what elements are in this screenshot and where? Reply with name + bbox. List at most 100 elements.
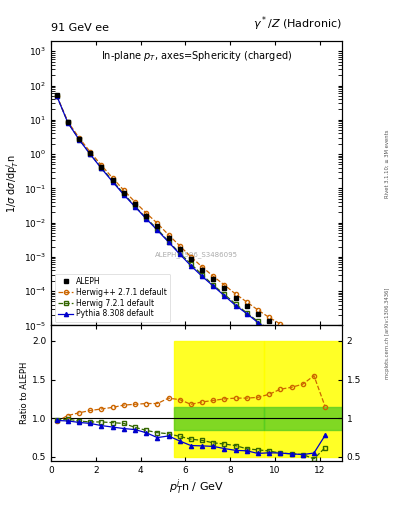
Herwig 7.2.1 default — [177, 250, 182, 256]
Herwig 7.2.1 default — [54, 93, 59, 99]
Pythia 8.308 default — [300, 349, 305, 355]
ALEPH — [244, 303, 249, 309]
ALEPH — [54, 92, 59, 98]
ALEPH — [267, 318, 272, 325]
Herwig++ 2.7.1 default — [278, 321, 283, 327]
ALEPH — [110, 177, 115, 183]
Herwig++ 2.7.1 default — [155, 220, 160, 226]
ALEPH — [99, 164, 104, 170]
Herwig 7.2.1 default — [211, 282, 216, 288]
Herwig 7.2.1 default — [289, 342, 294, 348]
Line: Herwig 7.2.1 default: Herwig 7.2.1 default — [55, 94, 327, 370]
Pythia 8.308 default — [99, 165, 104, 172]
ALEPH — [312, 346, 316, 352]
ALEPH — [121, 189, 126, 196]
ALEPH — [211, 276, 216, 283]
Herwig++ 2.7.1 default — [189, 254, 193, 260]
Bar — [174, 407, 264, 430]
Text: ALEPH_1996_S3486095: ALEPH_1996_S3486095 — [155, 251, 238, 258]
Line: Pythia 8.308 default: Pythia 8.308 default — [55, 94, 327, 367]
ALEPH — [222, 285, 227, 291]
Herwig++ 2.7.1 default — [233, 291, 238, 297]
Herwig 7.2.1 default — [88, 151, 93, 157]
Herwig++ 2.7.1 default — [211, 273, 216, 280]
Herwig 7.2.1 default — [256, 318, 261, 325]
Pythia 8.308 default — [189, 263, 193, 269]
Herwig 7.2.1 default — [66, 119, 70, 125]
Herwig++ 2.7.1 default — [132, 199, 137, 205]
Herwig++ 2.7.1 default — [312, 340, 316, 346]
Text: $\gamma^*/Z$ (Hadronic): $\gamma^*/Z$ (Hadronic) — [253, 15, 342, 33]
Pythia 8.308 default — [289, 342, 294, 348]
Herwig++ 2.7.1 default — [177, 243, 182, 249]
X-axis label: $p_T^i$n / GeV: $p_T^i$n / GeV — [169, 477, 224, 497]
Herwig 7.2.1 default — [77, 136, 81, 142]
ALEPH — [289, 333, 294, 339]
Herwig++ 2.7.1 default — [256, 307, 261, 313]
Herwig++ 2.7.1 default — [200, 264, 204, 270]
Pythia 8.308 default — [66, 120, 70, 126]
ALEPH — [155, 223, 160, 229]
Y-axis label: 1/$\sigma$ d$\sigma$/dp$_T^i$n: 1/$\sigma$ d$\sigma$/dp$_T^i$n — [4, 154, 21, 212]
Herwig 7.2.1 default — [132, 203, 137, 209]
ALEPH — [177, 246, 182, 252]
Line: Herwig++ 2.7.1 default: Herwig++ 2.7.1 default — [55, 94, 327, 350]
Herwig 7.2.1 default — [144, 215, 149, 221]
Pythia 8.308 default — [222, 293, 227, 299]
Herwig 7.2.1 default — [189, 261, 193, 267]
Herwig 7.2.1 default — [312, 357, 316, 364]
Pythia 8.308 default — [155, 227, 160, 233]
Y-axis label: Ratio to ALEPH: Ratio to ALEPH — [20, 362, 29, 424]
Pythia 8.308 default — [267, 327, 272, 333]
Pythia 8.308 default — [132, 204, 137, 210]
Bar — [264, 407, 342, 430]
Herwig++ 2.7.1 default — [244, 299, 249, 305]
Pythia 8.308 default — [256, 319, 261, 326]
Line: ALEPH: ALEPH — [55, 93, 327, 357]
Herwig 7.2.1 default — [300, 349, 305, 355]
Pythia 8.308 default — [200, 273, 204, 280]
Herwig++ 2.7.1 default — [110, 175, 115, 181]
Pythia 8.308 default — [233, 303, 238, 309]
Text: 91 GeV ee: 91 GeV ee — [51, 23, 109, 33]
ALEPH — [144, 212, 149, 219]
Herwig++ 2.7.1 default — [88, 149, 93, 155]
Pythia 8.308 default — [166, 239, 171, 245]
Herwig++ 2.7.1 default — [121, 187, 126, 194]
Herwig 7.2.1 default — [99, 165, 104, 171]
Herwig++ 2.7.1 default — [166, 232, 171, 238]
Herwig++ 2.7.1 default — [99, 162, 104, 168]
Herwig++ 2.7.1 default — [144, 210, 149, 216]
Herwig++ 2.7.1 default — [300, 334, 305, 340]
ALEPH — [200, 267, 204, 273]
Herwig 7.2.1 default — [267, 327, 272, 333]
ALEPH — [189, 256, 193, 262]
ALEPH — [77, 136, 81, 142]
ALEPH — [166, 235, 171, 241]
Herwig 7.2.1 default — [278, 334, 283, 340]
Pythia 8.308 default — [144, 216, 149, 222]
Pythia 8.308 default — [110, 179, 115, 185]
Herwig++ 2.7.1 default — [323, 345, 327, 351]
Text: In-plane $p_T$, axes=Sphericity (charged): In-plane $p_T$, axes=Sphericity (charged… — [101, 50, 292, 63]
Text: Rivet 3.1.10; ≥ 3M events: Rivet 3.1.10; ≥ 3M events — [385, 130, 390, 198]
Pythia 8.308 default — [323, 361, 327, 368]
Legend: ALEPH, Herwig++ 2.7.1 default, Herwig 7.2.1 default, Pythia 8.308 default: ALEPH, Herwig++ 2.7.1 default, Herwig 7.… — [55, 274, 170, 322]
Herwig++ 2.7.1 default — [54, 93, 59, 99]
Pythia 8.308 default — [244, 311, 249, 317]
ALEPH — [300, 339, 305, 346]
Bar — [264, 341, 342, 457]
Pythia 8.308 default — [177, 251, 182, 257]
Herwig 7.2.1 default — [323, 365, 327, 371]
Pythia 8.308 default — [77, 137, 81, 143]
Pythia 8.308 default — [278, 334, 283, 340]
ALEPH — [256, 311, 261, 317]
ALEPH — [132, 201, 137, 207]
Herwig 7.2.1 default — [155, 226, 160, 232]
Pythia 8.308 default — [121, 191, 126, 198]
Pythia 8.308 default — [211, 283, 216, 289]
Pythia 8.308 default — [54, 93, 59, 99]
Herwig 7.2.1 default — [244, 310, 249, 316]
Herwig++ 2.7.1 default — [222, 282, 227, 288]
Herwig 7.2.1 default — [222, 291, 227, 297]
